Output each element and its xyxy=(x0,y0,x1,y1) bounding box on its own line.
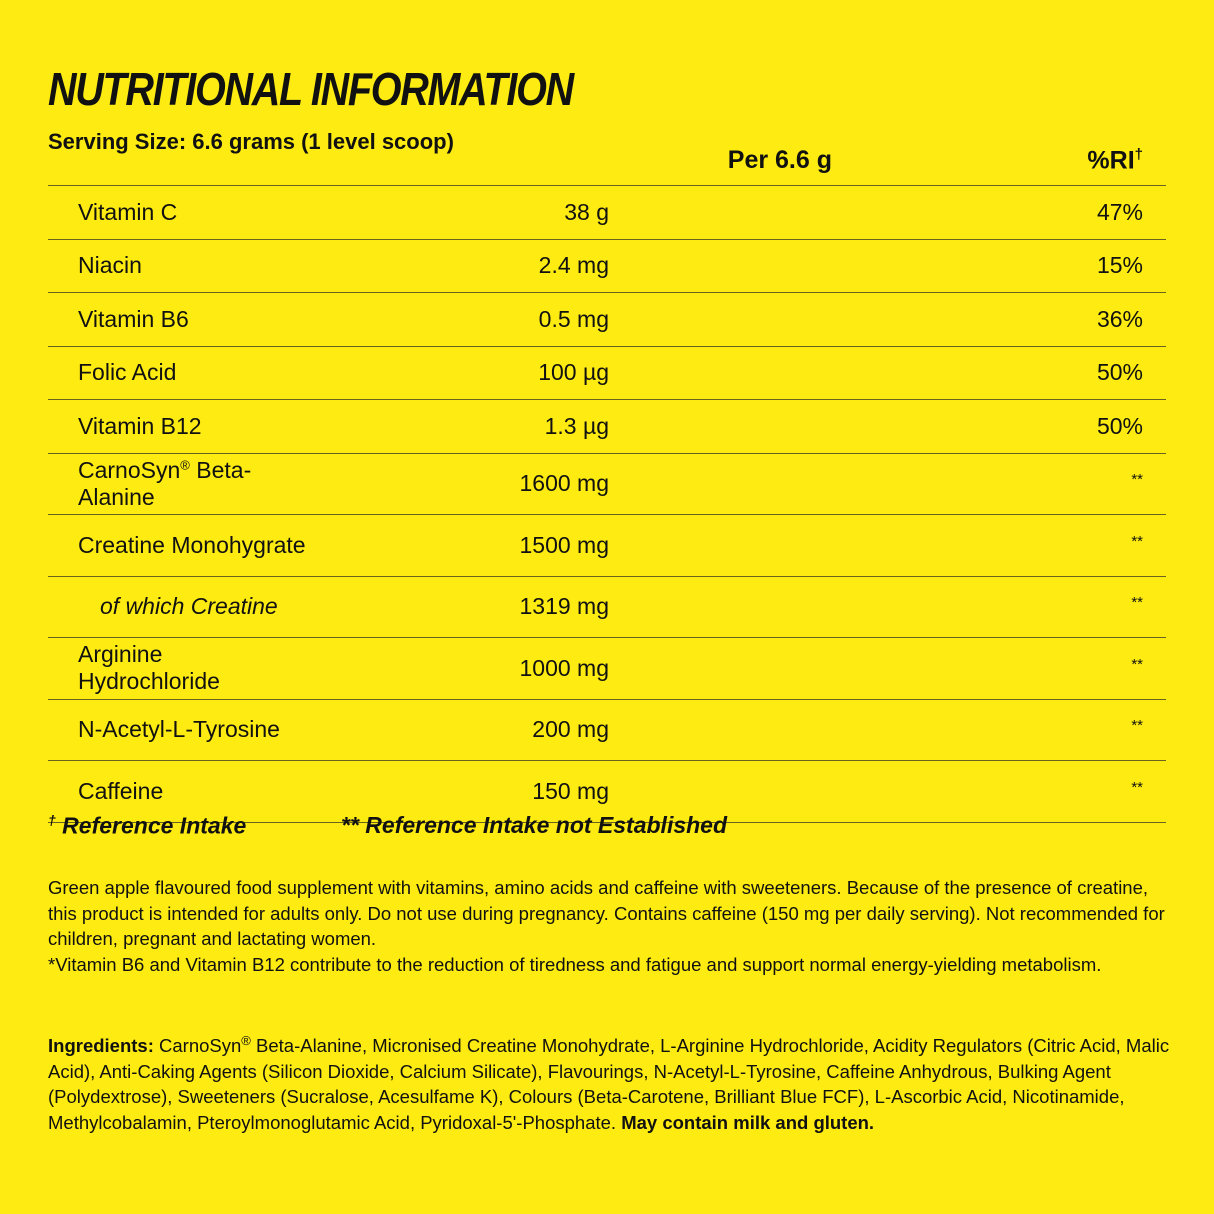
amount-per-serving: 0.5 mg xyxy=(309,292,943,347)
page-title: NUTRITIONAL INFORMATION xyxy=(48,63,574,115)
description-paragraph: Green apple flavoured food supplement wi… xyxy=(48,877,1165,949)
percent-ri: ** xyxy=(943,514,1166,577)
footnote-reference-intake: † Reference Intake xyxy=(48,812,246,840)
percent-ri: 50% xyxy=(943,346,1166,400)
nutrient-name-cell: Creatine Monohygrate xyxy=(48,514,309,577)
amount-per-serving: 200 mg xyxy=(309,699,943,761)
description-claim: *Vitamin B6 and Vitamin B12 contribute t… xyxy=(48,953,1102,975)
amount-per-serving: 1000 mg xyxy=(309,637,943,700)
percent-ri: ** xyxy=(943,699,1166,761)
table-row: Creatine Monohygrate 1500 mg ** xyxy=(48,514,1166,577)
percent-ri: ** xyxy=(943,760,1166,823)
percent-ri: ** xyxy=(943,637,1166,700)
table-row: Folic Acid 100 µg 50% xyxy=(48,346,1166,400)
amount-per-serving: 1600 mg xyxy=(309,453,943,515)
product-description: Green apple flavoured food supplement wi… xyxy=(48,875,1173,977)
nutrient-name: Vitamin B6 xyxy=(78,305,189,332)
nutrient-name-cell: CarnoSyn® Beta-Alanine xyxy=(48,453,309,515)
nutrient-name-cell: of which Creatine xyxy=(48,576,309,638)
footnote-text: Reference Intake xyxy=(55,812,247,839)
percent-ri: 47% xyxy=(943,185,1166,240)
table-row: Niacin 2.4 mg 15% xyxy=(48,239,1166,293)
percent-ri: 36% xyxy=(943,292,1166,347)
column-header-ri: %RI† xyxy=(1087,146,1143,175)
table-row: of which Creatine 1319 mg ** xyxy=(48,576,1166,638)
nutrient-name-cell: N-Acetyl-L-Tyrosine xyxy=(48,699,309,761)
amount-per-serving: 1500 mg xyxy=(309,514,943,577)
nutrient-name-cell: Caffeine xyxy=(48,760,309,823)
ingredients-text: Beta-Alanine, Micronised Creatine Monohy… xyxy=(48,1035,1170,1133)
percent-ri: 15% xyxy=(943,239,1166,293)
table-row: Vitamin C 38 g 47% xyxy=(48,185,1166,240)
nutrient-name: CarnoSyn xyxy=(78,456,181,483)
footnote-not-established: ** Reference Intake not Established xyxy=(341,812,728,838)
amount-per-serving: 100 µg xyxy=(309,346,943,400)
table-row: Arginine Hydrochloride 1000 mg ** xyxy=(48,637,1166,700)
serving-size: Serving Size: 6.6 grams (1 level scoop) xyxy=(48,129,454,154)
amount-per-serving: 1319 mg xyxy=(309,576,943,638)
table-row: CarnoSyn® Beta-Alanine 1600 mg ** xyxy=(48,453,1166,515)
percent-ri: ** xyxy=(943,576,1166,638)
amount-per-serving: 1.3 µg xyxy=(309,399,943,454)
nutrient-name: Vitamin B12 xyxy=(78,412,202,439)
nutrient-name-cell: Vitamin B12 xyxy=(48,399,309,454)
dagger-mark: † xyxy=(48,812,56,828)
column-header-per-serving: Per 6.6 g xyxy=(727,146,832,174)
nutrient-name: N-Acetyl-L-Tyrosine xyxy=(78,716,280,743)
nutrient-name: Vitamin C xyxy=(78,198,178,225)
dagger-mark: † xyxy=(1134,146,1143,163)
registered-mark: ® xyxy=(180,457,190,473)
nutrient-name: Niacin xyxy=(78,252,142,279)
nutrient-name: Caffeine xyxy=(78,777,164,804)
nutrient-name-cell: Vitamin B6 xyxy=(48,292,309,347)
nutrient-name-rest: Beta-Alanine xyxy=(78,456,252,510)
nutrient-name-cell: Niacin xyxy=(48,239,309,293)
ingredients-text: CarnoSyn xyxy=(153,1035,242,1057)
ri-label: %RI xyxy=(1087,146,1135,175)
amount-per-serving: 2.4 mg xyxy=(309,239,943,293)
amount-per-serving: 38 g xyxy=(309,185,943,240)
amount-per-serving: 150 mg xyxy=(309,760,943,823)
percent-ri: ** xyxy=(943,453,1166,515)
nutrient-name-cell: Folic Acid xyxy=(48,346,309,400)
registered-mark: ® xyxy=(241,1033,251,1048)
nutrient-name: Folic Acid xyxy=(78,359,177,386)
table-row: N-Acetyl-L-Tyrosine 200 mg ** xyxy=(48,699,1166,761)
nutrient-name-cell: Arginine Hydrochloride xyxy=(48,637,309,700)
percent-ri: 50% xyxy=(943,399,1166,454)
ingredients: Ingredients: CarnoSyn® Beta-Alanine, Mic… xyxy=(48,1028,1173,1135)
table-row: Vitamin B6 0.5 mg 36% xyxy=(48,292,1166,347)
nutrition-table: Vitamin C 38 g 47% Niacin 2.4 mg 15% Vitamin B… xyxy=(48,185,1166,823)
table-row: Caffeine 150 mg ** xyxy=(48,760,1166,823)
nutrient-name: of which Creatine xyxy=(100,593,278,620)
ingredients-label: Ingredients: xyxy=(48,1035,154,1057)
nutrient-name-cell: Vitamin C xyxy=(48,185,309,240)
table-row: Vitamin B12 1.3 µg 50% xyxy=(48,399,1166,454)
allergen-warning: May contain milk and gluten. xyxy=(621,1111,875,1133)
nutrient-name: Arginine Hydrochloride xyxy=(78,641,220,695)
nutrient-name: Creatine Monohygrate xyxy=(78,531,306,558)
